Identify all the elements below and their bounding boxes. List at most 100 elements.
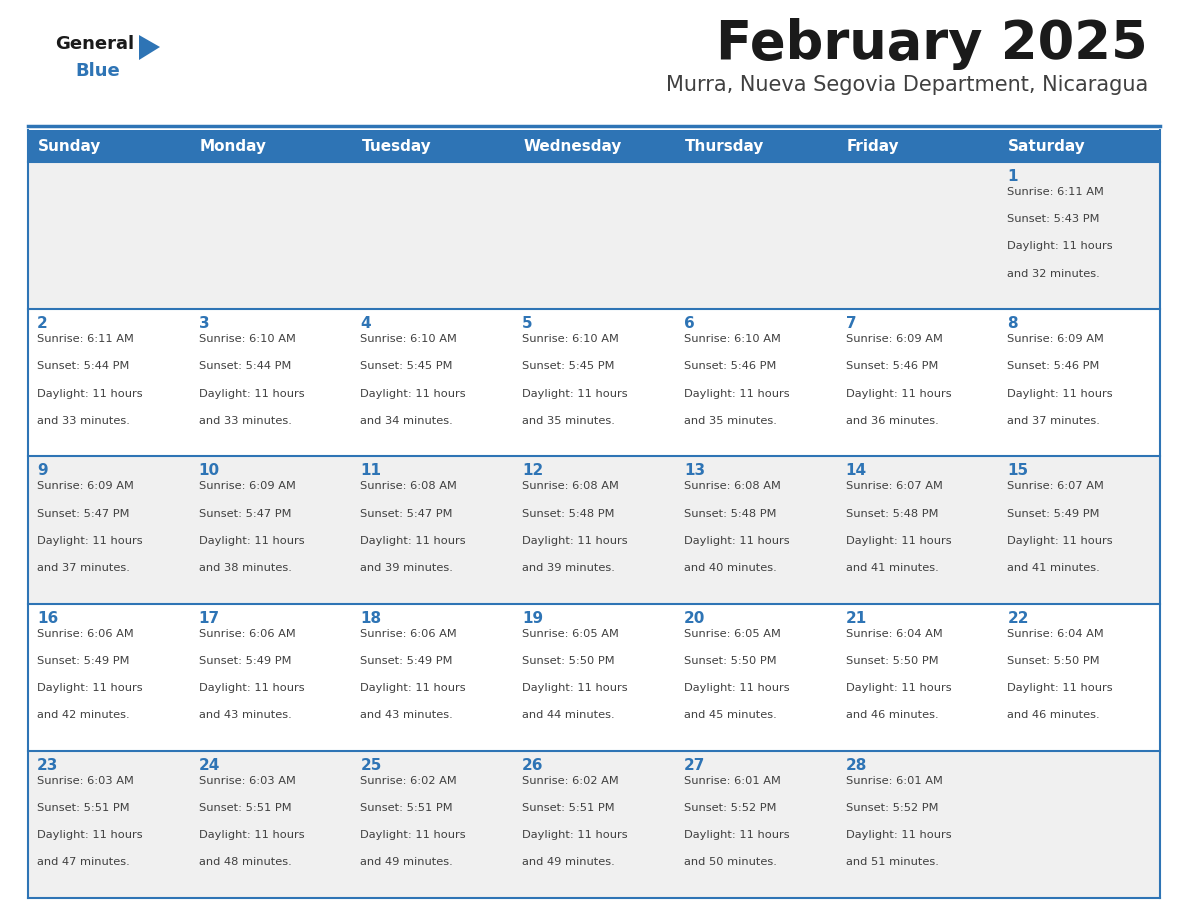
Text: and 38 minutes.: and 38 minutes. xyxy=(198,563,291,573)
Text: Sunset: 5:45 PM: Sunset: 5:45 PM xyxy=(360,362,453,372)
Text: Daylight: 11 hours: Daylight: 11 hours xyxy=(523,683,627,693)
Text: Sunrise: 6:09 AM: Sunrise: 6:09 AM xyxy=(37,481,134,491)
Text: and 50 minutes.: and 50 minutes. xyxy=(684,857,777,868)
Text: 23: 23 xyxy=(37,757,58,773)
Bar xyxy=(513,130,675,162)
Text: 22: 22 xyxy=(1007,610,1029,625)
Text: Sunrise: 6:08 AM: Sunrise: 6:08 AM xyxy=(523,481,619,491)
Text: Sunrise: 6:05 AM: Sunrise: 6:05 AM xyxy=(523,629,619,639)
Text: Sunrise: 6:04 AM: Sunrise: 6:04 AM xyxy=(1007,629,1104,639)
Text: Sunrise: 6:06 AM: Sunrise: 6:06 AM xyxy=(198,629,296,639)
Text: and 35 minutes.: and 35 minutes. xyxy=(523,416,615,426)
Text: and 43 minutes.: and 43 minutes. xyxy=(198,711,291,721)
Bar xyxy=(836,604,998,751)
Bar xyxy=(352,130,513,162)
Bar xyxy=(29,456,190,604)
Text: and 39 minutes.: and 39 minutes. xyxy=(360,563,454,573)
Text: Sunset: 5:47 PM: Sunset: 5:47 PM xyxy=(198,509,291,519)
Text: and 42 minutes.: and 42 minutes. xyxy=(37,711,129,721)
Text: 24: 24 xyxy=(198,757,220,773)
Text: Sunset: 5:51 PM: Sunset: 5:51 PM xyxy=(198,803,291,813)
Text: 4: 4 xyxy=(360,316,371,331)
Bar xyxy=(190,162,352,309)
Text: Daylight: 11 hours: Daylight: 11 hours xyxy=(523,536,627,546)
Text: and 44 minutes.: and 44 minutes. xyxy=(523,711,614,721)
Text: Daylight: 11 hours: Daylight: 11 hours xyxy=(360,388,466,398)
Text: and 33 minutes.: and 33 minutes. xyxy=(37,416,129,426)
Bar xyxy=(352,751,513,898)
Text: Daylight: 11 hours: Daylight: 11 hours xyxy=(684,536,790,546)
Text: Sunset: 5:47 PM: Sunset: 5:47 PM xyxy=(360,509,453,519)
Text: 9: 9 xyxy=(37,464,48,478)
Text: 10: 10 xyxy=(198,464,220,478)
Text: 26: 26 xyxy=(523,757,544,773)
Text: and 35 minutes.: and 35 minutes. xyxy=(684,416,777,426)
Bar xyxy=(836,162,998,309)
Bar xyxy=(29,751,190,898)
Text: and 48 minutes.: and 48 minutes. xyxy=(198,857,291,868)
Text: Sunset: 5:48 PM: Sunset: 5:48 PM xyxy=(523,509,614,519)
Text: and 51 minutes.: and 51 minutes. xyxy=(846,857,939,868)
Text: Sunrise: 6:04 AM: Sunrise: 6:04 AM xyxy=(846,629,942,639)
Bar xyxy=(352,456,513,604)
Text: Daylight: 11 hours: Daylight: 11 hours xyxy=(198,388,304,398)
Bar xyxy=(29,309,190,456)
Bar xyxy=(675,130,836,162)
Bar xyxy=(29,130,190,162)
Text: Sunrise: 6:03 AM: Sunrise: 6:03 AM xyxy=(198,776,296,786)
Text: Sunrise: 6:09 AM: Sunrise: 6:09 AM xyxy=(846,334,942,344)
Bar xyxy=(513,456,675,604)
Bar xyxy=(352,604,513,751)
Text: Sunrise: 6:07 AM: Sunrise: 6:07 AM xyxy=(846,481,942,491)
Bar xyxy=(675,751,836,898)
Text: Sunset: 5:49 PM: Sunset: 5:49 PM xyxy=(1007,509,1100,519)
Text: Sunset: 5:50 PM: Sunset: 5:50 PM xyxy=(684,655,777,666)
Text: Sunrise: 6:09 AM: Sunrise: 6:09 AM xyxy=(1007,334,1104,344)
Text: Sunrise: 6:01 AM: Sunrise: 6:01 AM xyxy=(684,776,781,786)
Text: 1: 1 xyxy=(1007,169,1018,184)
Text: 11: 11 xyxy=(360,464,381,478)
Bar xyxy=(675,309,836,456)
Text: Sunset: 5:47 PM: Sunset: 5:47 PM xyxy=(37,509,129,519)
Text: Daylight: 11 hours: Daylight: 11 hours xyxy=(37,683,143,693)
Text: Daylight: 11 hours: Daylight: 11 hours xyxy=(523,830,627,840)
Bar xyxy=(190,130,352,162)
Text: Monday: Monday xyxy=(200,139,267,153)
Text: and 46 minutes.: and 46 minutes. xyxy=(846,711,939,721)
Text: and 34 minutes.: and 34 minutes. xyxy=(360,416,453,426)
Text: Sunrise: 6:08 AM: Sunrise: 6:08 AM xyxy=(684,481,781,491)
Text: Sunrise: 6:10 AM: Sunrise: 6:10 AM xyxy=(198,334,296,344)
Text: Daylight: 11 hours: Daylight: 11 hours xyxy=(846,388,952,398)
Text: Sunrise: 6:08 AM: Sunrise: 6:08 AM xyxy=(360,481,457,491)
Bar xyxy=(998,751,1159,898)
Text: Daylight: 11 hours: Daylight: 11 hours xyxy=(1007,388,1113,398)
Bar xyxy=(998,130,1159,162)
Text: 7: 7 xyxy=(846,316,857,331)
Text: Sunset: 5:50 PM: Sunset: 5:50 PM xyxy=(523,655,614,666)
Text: and 47 minutes.: and 47 minutes. xyxy=(37,857,129,868)
Bar xyxy=(352,162,513,309)
Text: Daylight: 11 hours: Daylight: 11 hours xyxy=(360,683,466,693)
Text: Sunset: 5:46 PM: Sunset: 5:46 PM xyxy=(684,362,776,372)
Text: Daylight: 11 hours: Daylight: 11 hours xyxy=(360,536,466,546)
Bar xyxy=(190,309,352,456)
Text: General: General xyxy=(55,35,134,53)
Text: Sunset: 5:51 PM: Sunset: 5:51 PM xyxy=(37,803,129,813)
Text: 6: 6 xyxy=(684,316,695,331)
Text: Sunset: 5:48 PM: Sunset: 5:48 PM xyxy=(846,509,939,519)
Text: Sunset: 5:45 PM: Sunset: 5:45 PM xyxy=(523,362,614,372)
Text: and 37 minutes.: and 37 minutes. xyxy=(37,563,129,573)
Text: 3: 3 xyxy=(198,316,209,331)
Text: and 40 minutes.: and 40 minutes. xyxy=(684,563,777,573)
Text: Sunset: 5:48 PM: Sunset: 5:48 PM xyxy=(684,509,776,519)
Text: 27: 27 xyxy=(684,757,706,773)
Text: Sunrise: 6:06 AM: Sunrise: 6:06 AM xyxy=(360,629,457,639)
Text: and 49 minutes.: and 49 minutes. xyxy=(523,857,615,868)
Text: Sunset: 5:49 PM: Sunset: 5:49 PM xyxy=(360,655,453,666)
Text: Daylight: 11 hours: Daylight: 11 hours xyxy=(684,388,790,398)
Text: and 45 minutes.: and 45 minutes. xyxy=(684,711,777,721)
Bar xyxy=(675,604,836,751)
Text: and 41 minutes.: and 41 minutes. xyxy=(846,563,939,573)
Bar xyxy=(513,309,675,456)
Bar xyxy=(998,309,1159,456)
